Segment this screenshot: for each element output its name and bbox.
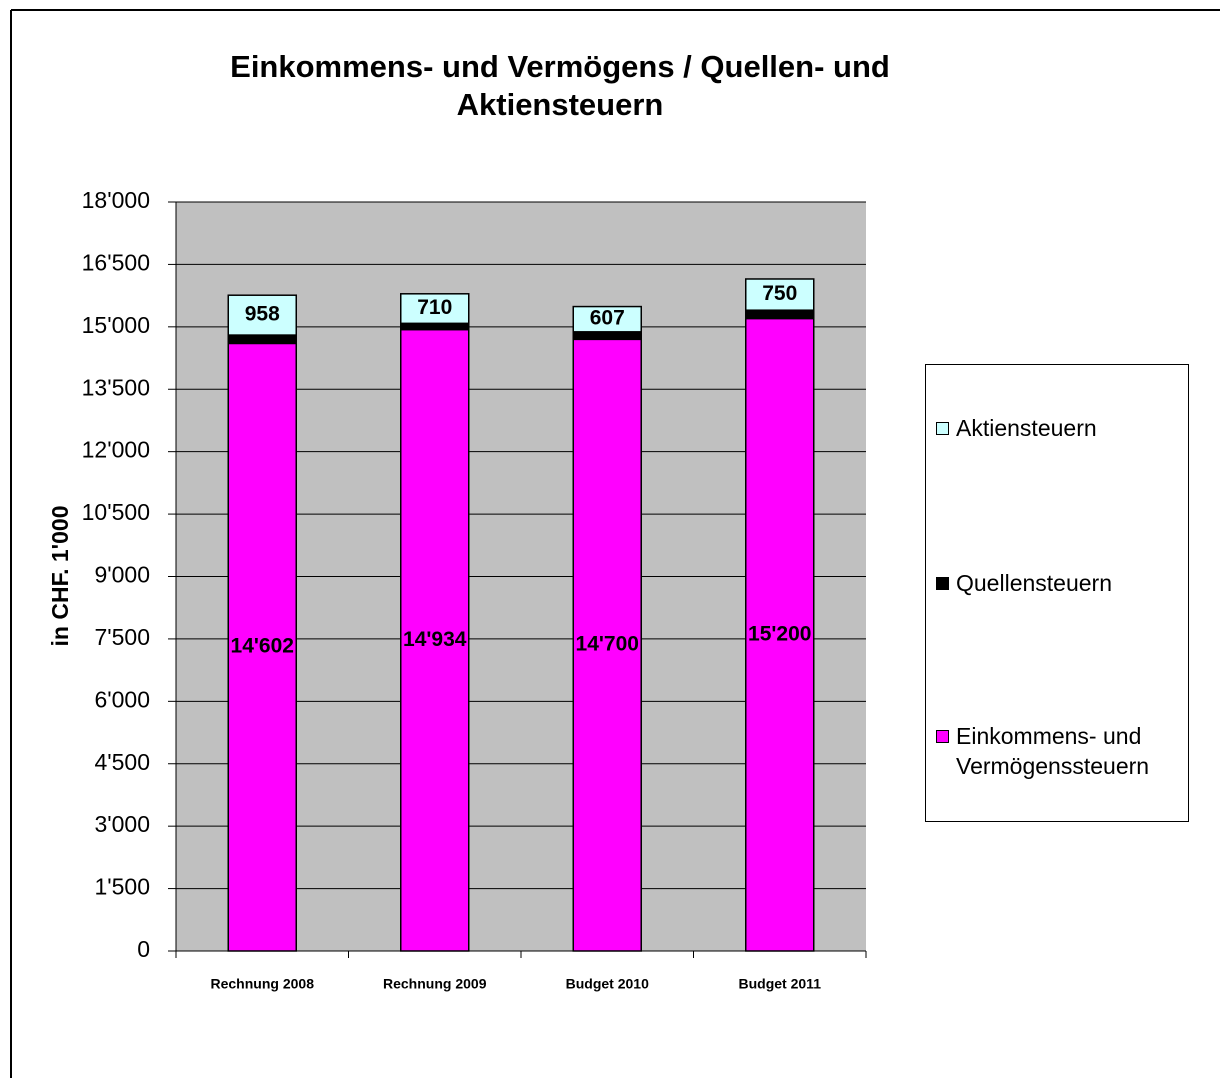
x-tick-label: Rechnung 2008 [211,976,315,992]
legend-swatch [936,577,949,590]
data-label: 14'934 [403,628,467,651]
y-axis-label: in CHF. 1'000 [47,506,73,647]
bar-segment [572,305,642,333]
data-label: 710 [417,296,452,319]
y-tick-label: 15'000 [82,312,150,338]
bar-segment [227,294,297,336]
bar-segment [745,309,815,320]
bar-segment [745,317,815,952]
legend-label: Aktiensteuern [956,415,1097,441]
bar-segment [400,328,470,952]
y-tick-label: 12'000 [82,437,150,463]
y-tick-label: 10'500 [82,499,150,525]
bar-segment [572,338,642,952]
legend-label: Quellensteuern [956,570,1112,596]
x-tick-label: Budget 2011 [739,976,822,992]
y-tick-label: 16'500 [82,249,150,275]
legend-entry: Einkommens- und Vermögenssteuern [936,721,1206,781]
bar-segment [227,342,297,952]
y-tick-label: 4'500 [94,749,150,775]
bar-segment [400,293,470,325]
y-tick-label: 7'500 [94,624,150,650]
legend-swatch [936,422,949,435]
legend-entry: Aktiensteuern [936,413,1206,443]
legend: Aktiensteuern Quellensteuern Einkommens- u… [925,364,1189,822]
bar-segment [400,322,470,331]
y-tick-label: 13'500 [82,374,150,400]
chart-title: Einkommens- und Vermögens / Quellen- und… [230,49,890,122]
legend-label: Einkommens- und Vermögenssteuern [956,723,1150,779]
y-tick-label: 0 [137,936,150,962]
y-tick-label: 3'000 [94,811,150,837]
x-tick-label: Budget 2010 [566,976,649,992]
bar-segment [227,334,297,345]
y-tick-label: 6'000 [94,686,150,712]
data-label: 750 [762,282,797,305]
data-label: 15'200 [748,622,811,645]
y-tick-label: 18'000 [82,187,150,213]
data-label: 607 [590,307,625,330]
x-tick-label: Rechnung 2009 [383,976,487,992]
bar-segment [745,278,815,311]
legend-swatch [936,730,949,743]
y-tick-label: 1'500 [94,874,150,900]
legend-entry: Quellensteuern [936,568,1206,598]
data-label: 14'700 [576,633,639,656]
y-tick-label: 9'000 [94,562,150,588]
bar-segment [572,331,642,341]
data-label: 958 [245,303,280,326]
data-label: 14'602 [231,635,294,658]
